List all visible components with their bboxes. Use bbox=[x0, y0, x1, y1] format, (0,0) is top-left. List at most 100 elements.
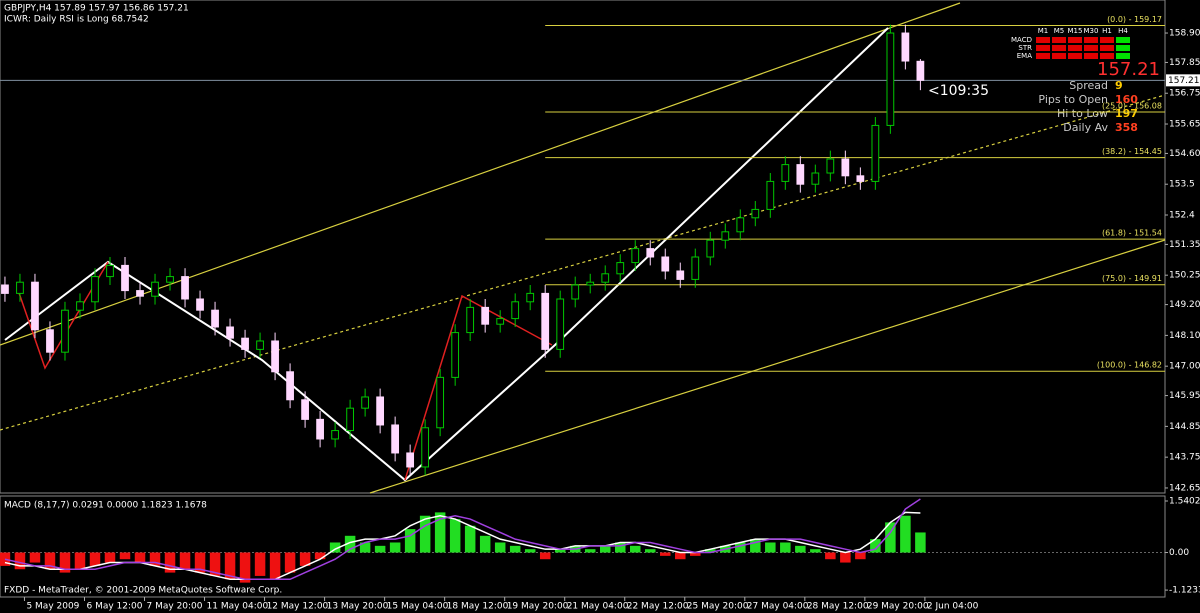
x-tick-label: 15 May 04:00 bbox=[387, 602, 449, 612]
info-value: 160 bbox=[1115, 93, 1138, 106]
mtf-row-label: EMA bbox=[1017, 52, 1032, 60]
x-tick-label: 18 May 12:00 bbox=[447, 602, 509, 612]
macd-bar bbox=[149, 552, 161, 566]
candle-body bbox=[676, 270, 685, 280]
macd-bar bbox=[239, 552, 251, 583]
macd-bar bbox=[104, 552, 116, 563]
macd-bar bbox=[194, 552, 206, 573]
x-tick-label: 29 May 20:00 bbox=[867, 602, 929, 612]
info-value: 9 bbox=[1115, 79, 1123, 92]
candle-body bbox=[301, 399, 309, 420]
macd-bar bbox=[44, 552, 56, 570]
fib-label: (75.0) - 149.91 bbox=[1102, 274, 1162, 283]
macd-bar bbox=[524, 549, 536, 553]
mtf-header: M1 bbox=[1038, 27, 1049, 35]
candle-body bbox=[646, 248, 655, 258]
fib-label: (38.2) - 154.45 bbox=[1102, 147, 1162, 156]
zigzag-red bbox=[17, 261, 109, 370]
main-frame bbox=[0, 0, 1166, 494]
candle-body bbox=[256, 340, 264, 350]
x-tick-label: 2 Jun 04:00 bbox=[927, 602, 979, 612]
info-label: Spread bbox=[1069, 79, 1108, 92]
mtf-header: H4 bbox=[1118, 27, 1128, 35]
macd-bar bbox=[629, 545, 641, 553]
candle-body bbox=[361, 396, 369, 409]
macd-bar bbox=[705, 549, 716, 553]
x-tick-label: 5 May 2009 bbox=[26, 602, 79, 612]
info-price: 157.21 bbox=[1097, 59, 1160, 80]
candle-body bbox=[901, 32, 910, 62]
macd-bar bbox=[29, 552, 41, 563]
macd-bar bbox=[164, 552, 176, 573]
macd-bar bbox=[539, 552, 551, 560]
candle-body bbox=[706, 239, 715, 258]
y-tick-label: 151.35 bbox=[1169, 240, 1200, 250]
info-value: 197 bbox=[1115, 107, 1138, 120]
macd-bar bbox=[254, 552, 266, 576]
macd-bar bbox=[509, 545, 521, 553]
macd-bar bbox=[344, 535, 356, 553]
macd-bar bbox=[119, 552, 131, 560]
macd-bar bbox=[299, 552, 311, 566]
candle-body bbox=[721, 231, 730, 241]
y-tick-label: 149.20 bbox=[1169, 300, 1200, 310]
macd-bar bbox=[494, 542, 506, 553]
candle-body bbox=[391, 424, 400, 454]
candle-body bbox=[286, 371, 294, 401]
mtf-cell bbox=[1116, 53, 1130, 59]
candle-body bbox=[871, 124, 880, 182]
macd-bar bbox=[269, 552, 281, 580]
overlays bbox=[0, 2, 1166, 494]
mtf-cell bbox=[1036, 53, 1050, 59]
candle-body bbox=[886, 32, 895, 126]
macd-bar bbox=[675, 552, 686, 560]
candle-body bbox=[766, 180, 775, 210]
last-price-label: 157.21 bbox=[1168, 76, 1200, 86]
macd-frame bbox=[0, 495, 1166, 598]
x-tick-label: 7 May 20:00 bbox=[147, 602, 203, 612]
candle-body bbox=[811, 172, 820, 185]
macd-bar bbox=[464, 525, 476, 553]
mtf-cell bbox=[1036, 45, 1050, 51]
candle-body bbox=[226, 326, 234, 339]
candle-body bbox=[91, 276, 99, 303]
info-label: Daily Av bbox=[1063, 121, 1108, 134]
y-tick-label: 0.00 bbox=[1169, 548, 1189, 558]
y-tick-label: 147.00 bbox=[1169, 362, 1200, 372]
macd-title: MACD (8,17,7) 0.0291 0.0000 1.1823 1.167… bbox=[4, 501, 207, 511]
candle-body bbox=[16, 281, 24, 294]
chart-title: GBPJPY,H4 157.89 157.97 156.86 157.21 bbox=[4, 4, 189, 14]
candle-body bbox=[541, 292, 550, 350]
macd-bar bbox=[810, 549, 821, 553]
y-tick-label: -1.1233 bbox=[1169, 586, 1200, 596]
mtf-cell bbox=[1084, 45, 1098, 51]
y-tick-label: 144.85 bbox=[1169, 422, 1200, 432]
macd-bar bbox=[765, 542, 776, 553]
y-tick-label: 143.75 bbox=[1169, 453, 1200, 463]
info-label: Hi to Low bbox=[1057, 107, 1108, 120]
candle-body bbox=[826, 158, 835, 174]
candle-body bbox=[331, 430, 339, 440]
candle-body bbox=[31, 281, 39, 331]
candle-body bbox=[241, 337, 249, 350]
macd-bar bbox=[74, 552, 86, 570]
mtf-cell bbox=[1100, 37, 1114, 43]
mtf-cell bbox=[1084, 37, 1098, 43]
mtf-header: H1 bbox=[1102, 27, 1112, 35]
candle-body bbox=[526, 292, 535, 303]
macd-bar bbox=[795, 545, 806, 553]
fib-label: (25.0) - 156.08 bbox=[1102, 101, 1162, 110]
y-tick-label: 153.5 bbox=[1169, 180, 1195, 190]
candle-body bbox=[916, 60, 925, 81]
candle-body bbox=[121, 264, 129, 292]
candle-body bbox=[781, 164, 790, 182]
info-label: Pips to Open bbox=[1038, 93, 1108, 106]
x-tick-label: 27 May 04:00 bbox=[747, 602, 809, 612]
macd-bar bbox=[885, 522, 896, 553]
candle-body bbox=[631, 248, 640, 264]
macd-line bbox=[4, 498, 921, 581]
y-tick-label: 156.75 bbox=[1169, 89, 1200, 99]
footer: FXDD - MetaTrader, © 2001-2009 MetaQuote… bbox=[4, 586, 282, 596]
mtf-cell bbox=[1068, 53, 1082, 59]
